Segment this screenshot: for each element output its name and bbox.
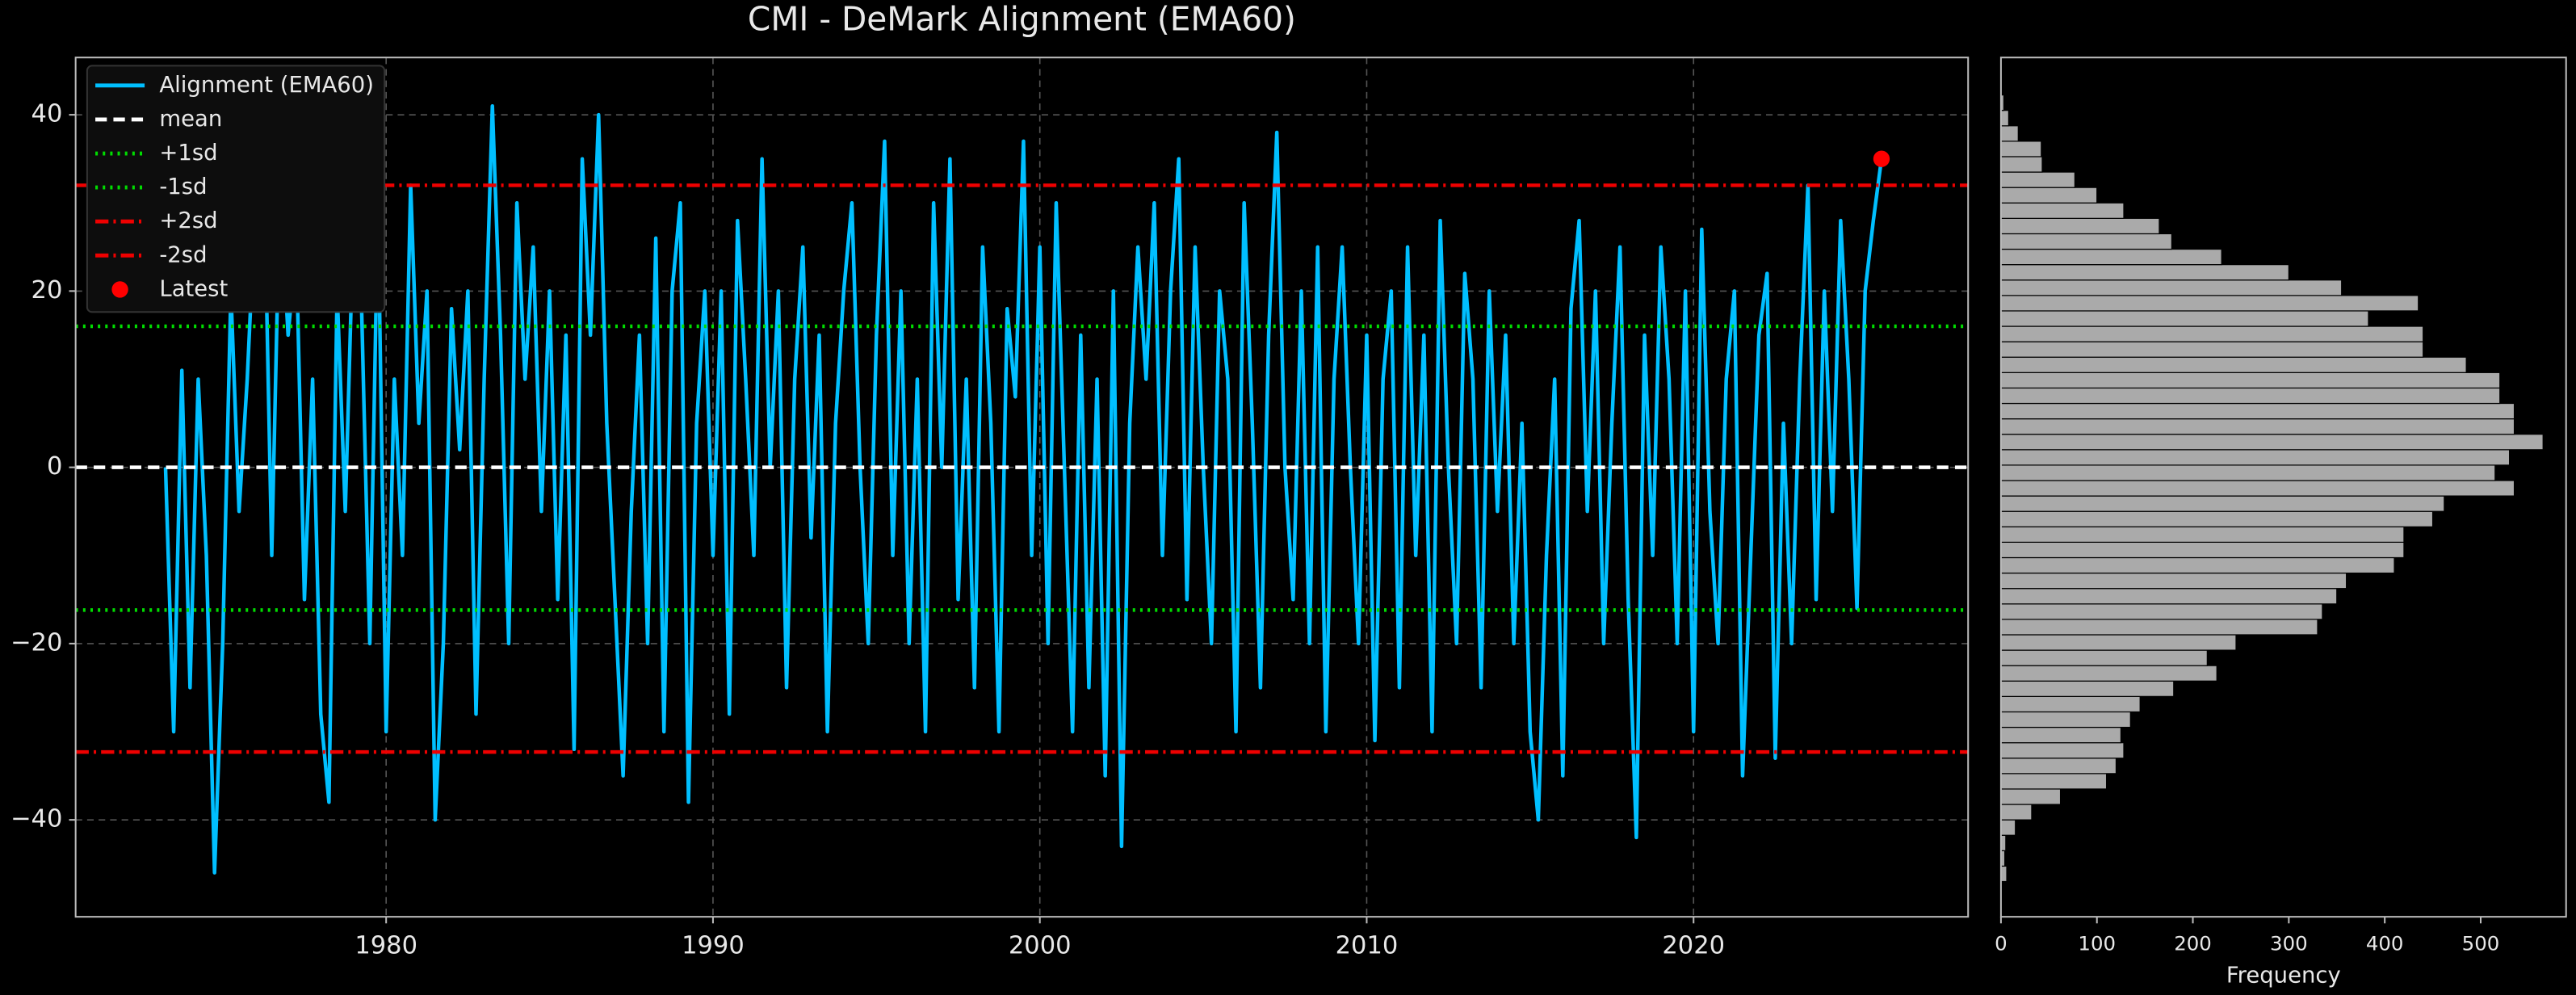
- histogram-bar: [2000, 248, 2222, 266]
- histogram-bar: [2000, 264, 2289, 281]
- histogram-bar: [2000, 495, 2445, 512]
- x-tick-label: 300: [2270, 932, 2308, 955]
- legend-label: +1sd: [159, 141, 217, 166]
- legend-label: Latest: [159, 276, 228, 301]
- x-axis-label: Frequency: [2226, 963, 2341, 988]
- x-tick-label: 400: [2366, 932, 2404, 955]
- y-tick-label: 0: [47, 452, 62, 481]
- histogram-bar: [2000, 187, 2098, 204]
- y-tick-label: −20: [10, 628, 62, 657]
- legend-swatch: [111, 281, 128, 298]
- plot-frame: [1999, 57, 2567, 918]
- histogram-bar: [2000, 680, 2175, 697]
- x-tick-label: 100: [2078, 932, 2116, 955]
- histogram-bar: [2000, 773, 2108, 790]
- histogram-bar: [2000, 603, 2323, 620]
- x-tick-label: 2020: [1662, 931, 1725, 959]
- legend-label: mean: [159, 107, 222, 132]
- x-tick-label: 1980: [355, 931, 417, 959]
- x-tick-label: 0: [1995, 932, 2008, 955]
- x-tick-label: 2010: [1336, 931, 1399, 959]
- latest-point: [1873, 150, 1890, 167]
- series-line: [163, 103, 1884, 875]
- histogram-bar: [2000, 711, 2131, 728]
- histogram-bar: [2000, 402, 2515, 420]
- histogram-bar: [2000, 372, 2501, 389]
- histogram-bar: [2000, 865, 2008, 883]
- histogram-bar: [2000, 434, 2544, 451]
- histogram-bar: [2000, 217, 2160, 235]
- histogram-bar: [2000, 572, 2347, 590]
- plot-frame: [74, 57, 1970, 918]
- histogram-bar: [2000, 141, 2042, 157]
- histogram-bar: [2000, 171, 2076, 188]
- histogram-bar: [2000, 758, 2117, 775]
- histogram-bar: [2000, 556, 2395, 574]
- histogram-bar: [2000, 649, 2208, 666]
- histogram-bar: [2000, 110, 2010, 127]
- histogram-bar: [2000, 588, 2338, 605]
- histogram-bar: [2000, 510, 2434, 527]
- histogram-bar: [2000, 387, 2501, 405]
- histogram-bar: [2000, 788, 2062, 805]
- histogram-bar: [2000, 480, 2515, 497]
- legend-label: -2sd: [159, 242, 207, 267]
- legend-label: Alignment (EMA60): [159, 73, 374, 98]
- x-tick-label: 1990: [682, 931, 745, 959]
- histogram-bar: [2000, 634, 2237, 651]
- x-tick-label: 500: [2462, 932, 2500, 955]
- x-tick-label: 2000: [1009, 931, 1072, 959]
- histogram-bar: [2000, 742, 2125, 759]
- histogram-bar: [2000, 695, 2141, 713]
- histogram-bar: [2000, 125, 2019, 142]
- histogram-bar: [2000, 295, 2419, 312]
- histogram-bar: [2000, 418, 2515, 435]
- histogram-bar: [2000, 464, 2496, 481]
- histogram-bar: [2000, 341, 2424, 358]
- histogram-bar: [2000, 202, 2125, 219]
- y-tick-label: −40: [10, 805, 62, 833]
- histogram-bar: [2000, 233, 2173, 250]
- histogram-bar: [2000, 156, 2043, 173]
- histogram-bar: [2000, 619, 2318, 636]
- histogram-bar: [2000, 325, 2424, 342]
- histogram-bar: [2000, 279, 2343, 296]
- histogram-bar: [2000, 726, 2122, 744]
- histogram-bar: [2000, 804, 2033, 821]
- histogram-bar: [2000, 541, 2405, 559]
- x-tick-label: 200: [2174, 932, 2212, 955]
- histogram-bar: [2000, 526, 2405, 543]
- histogram-bar: [2000, 819, 2016, 836]
- legend-label: -1sd: [159, 174, 207, 199]
- y-tick-label: 20: [31, 276, 63, 304]
- histogram-bar: [2000, 356, 2467, 373]
- legend-box: [86, 65, 386, 313]
- histogram-bar: [2000, 449, 2511, 466]
- histogram-bar: [2000, 665, 2217, 682]
- y-tick-label: 40: [31, 100, 63, 128]
- legend-label: +2sd: [159, 208, 217, 233]
- histogram-bar: [2000, 310, 2369, 327]
- chart-title: CMI - DeMark Alignment (EMA60): [748, 0, 1296, 38]
